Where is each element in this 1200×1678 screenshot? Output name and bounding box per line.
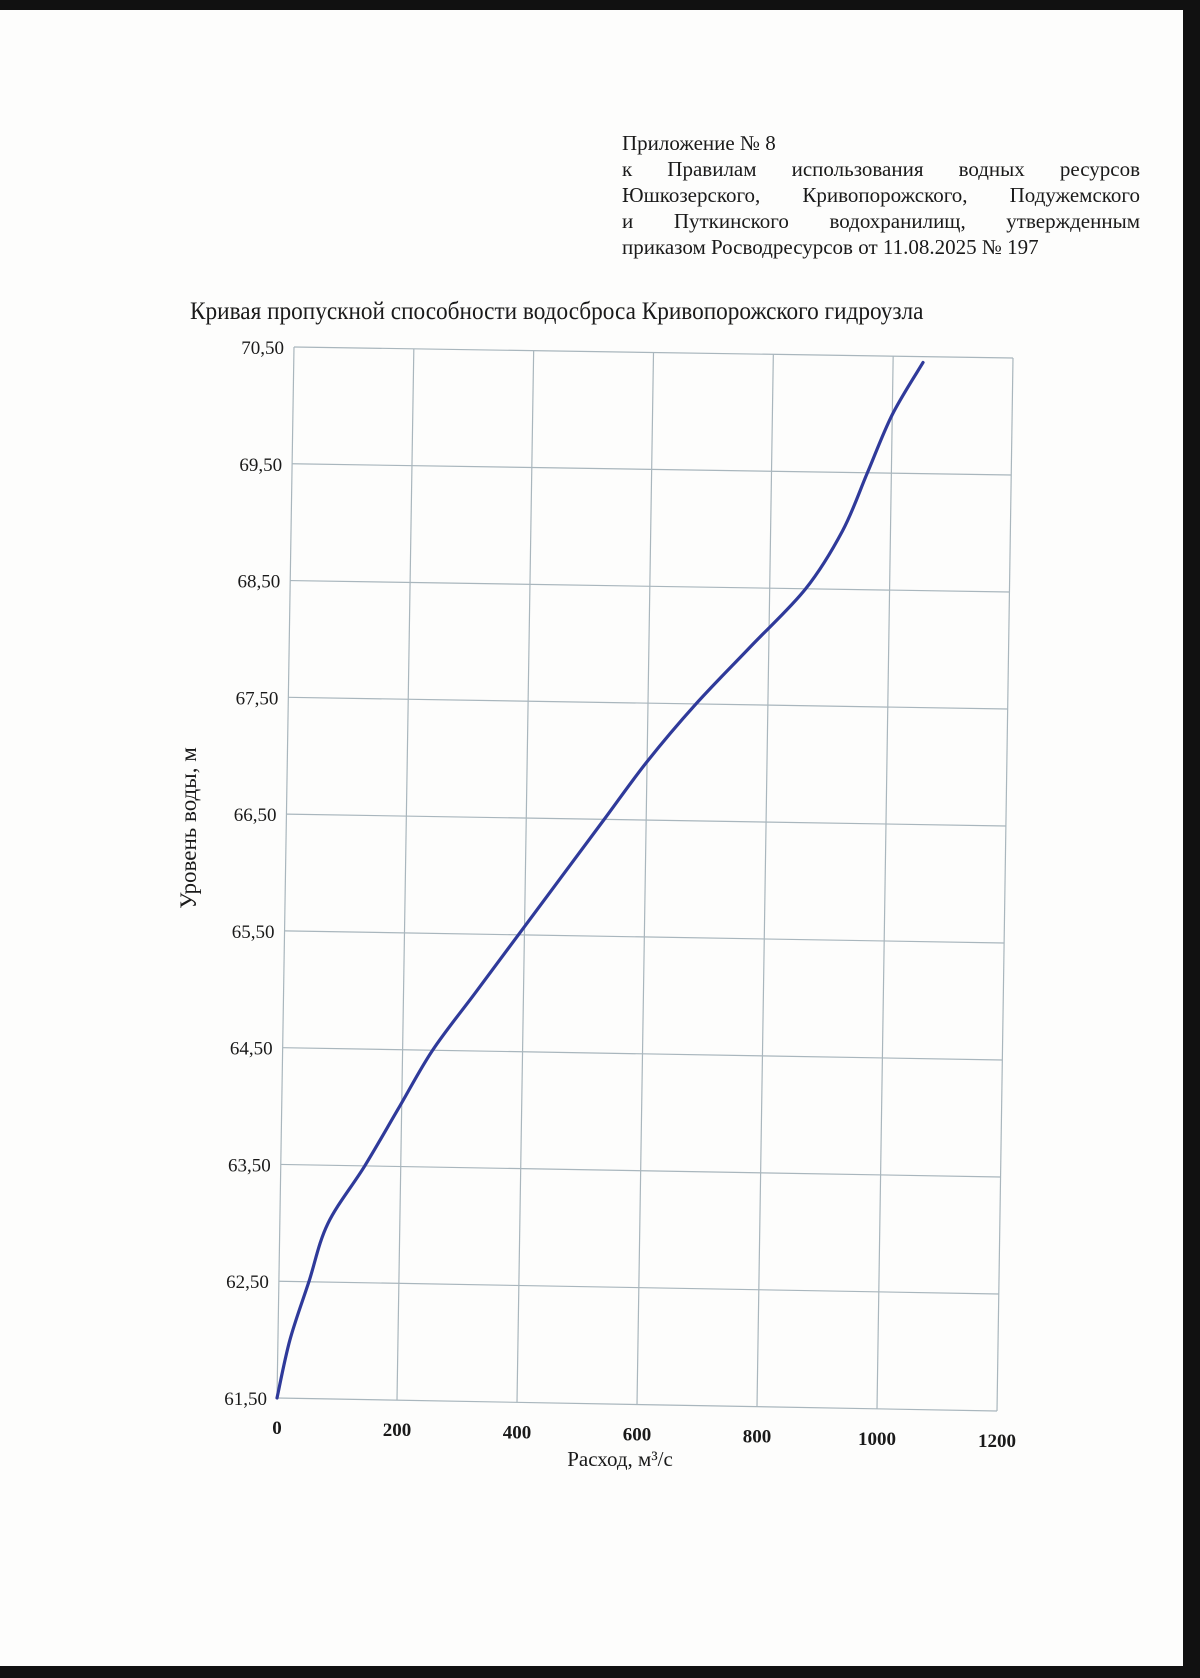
grid-line-horizontal xyxy=(290,579,1010,593)
grid-line-horizontal xyxy=(292,463,1012,476)
discharge-curve xyxy=(275,360,925,1400)
y-tick-label: 66,50 xyxy=(234,805,277,826)
grid-line-horizontal xyxy=(276,1397,998,1412)
y-tick-label: 69,50 xyxy=(239,455,282,476)
x-tick-label: 0 xyxy=(272,1418,282,1439)
grid-line-horizontal xyxy=(284,930,1005,944)
y-tick-label: 67,50 xyxy=(236,688,279,709)
appendix-header: Приложение № 8 к Правилам использования … xyxy=(622,130,1140,260)
x-tick-label: 400 xyxy=(503,1422,532,1443)
y-tick-label: 63,50 xyxy=(228,1155,271,1176)
grid-line-horizontal xyxy=(282,1047,1003,1061)
grid-line-vertical xyxy=(996,357,1014,1412)
appendix-line: и Путкинского водохранилищ, утвержденным xyxy=(622,209,1140,233)
x-axis-label: Расход, м³/с xyxy=(567,1447,673,1471)
x-tick-label: 1200 xyxy=(978,1431,1016,1452)
y-tick-label: 70,50 xyxy=(241,338,284,359)
document-page: Приложение № 8 к Правилам использования … xyxy=(0,10,1183,1666)
grid-line-horizontal xyxy=(278,1280,999,1295)
grid-line-vertical xyxy=(516,350,535,1403)
y-tick-label: 62,50 xyxy=(226,1272,269,1293)
grid-line-horizontal xyxy=(293,346,1014,359)
grid-line-vertical xyxy=(636,352,655,1405)
x-tick-label: 600 xyxy=(623,1425,652,1446)
appendix-line: к Правилам использования водных ресурсов xyxy=(622,157,1140,181)
appendix-line: Приложение № 8 xyxy=(622,131,776,155)
x-tick-label: 800 xyxy=(743,1427,772,1448)
y-tick-label: 65,50 xyxy=(232,922,275,943)
grid-line-horizontal xyxy=(288,696,1008,710)
grid-line-horizontal xyxy=(280,1163,1001,1178)
x-tick-label: 200 xyxy=(383,1420,412,1441)
y-axis-ticks: 61,50 62,50 63,50 64,50 65,50 66,50 67,50 68,50… xyxy=(224,338,284,1410)
chart-grid xyxy=(276,346,1014,1412)
appendix-line: приказом Росводресурсов от 11.08.2025 № … xyxy=(622,235,1039,259)
grid-line-vertical xyxy=(276,346,295,1399)
appendix-line: Юшкозерского, Кривопорожского, Подужемск… xyxy=(622,183,1140,207)
y-tick-label: 64,50 xyxy=(230,1039,273,1060)
y-tick-label: 68,50 xyxy=(237,572,280,593)
grid-line-vertical xyxy=(876,356,894,1409)
y-tick-label: 61,50 xyxy=(224,1389,267,1410)
x-tick-label: 1000 xyxy=(858,1429,896,1450)
y-axis-label: Уровень воды, м xyxy=(176,747,201,909)
chart-title: Кривая пропускной способности водосброса… xyxy=(190,298,924,325)
x-axis-ticks: 0 200 400 600 800 1000 1200 xyxy=(272,1418,1016,1452)
grid-line-vertical xyxy=(756,354,774,1407)
grid-line-vertical xyxy=(396,348,415,1401)
grid-line-horizontal xyxy=(286,813,1006,827)
